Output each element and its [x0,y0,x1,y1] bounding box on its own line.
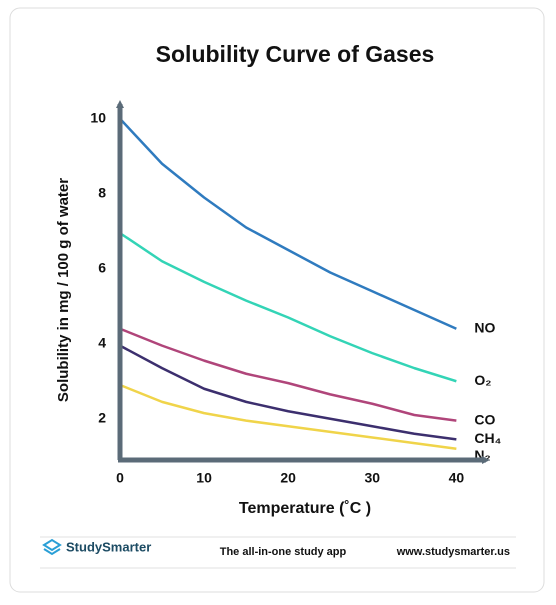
y-tick-label: 6 [98,259,106,275]
series-line [119,344,457,441]
series-line [119,232,457,383]
series-line [119,117,457,330]
y-tick-label: 10 [90,109,106,125]
url: www.studysmarter.us [396,546,510,558]
x-tick-label: 30 [364,470,380,486]
y-tick-label: 4 [98,334,106,350]
series-line [119,327,457,422]
y-tick-label: 2 [98,409,106,425]
x-tick-label: 10 [196,470,212,486]
series-label: O₂ [474,372,491,388]
series-label: NO [474,319,495,335]
x-axis-label: Temperature (˚C ) [239,500,371,517]
chart-title: Solubility Curve of Gases [156,41,435,67]
card [9,7,545,593]
x-tick-label: 20 [280,470,296,486]
x-tick-label: 0 [116,470,124,486]
series-label: CH₄ [474,430,501,446]
y-axis-label: Solubility in mg / 100 g of water [55,178,72,402]
series-label: CO [474,411,495,427]
x-tick-label: 40 [449,470,465,486]
series-line [119,383,457,450]
y-tick-label: 8 [98,184,106,200]
logo [42,538,62,556]
tagline: The all-in-one study app [220,546,347,558]
brand: StudySmarter [66,539,151,554]
